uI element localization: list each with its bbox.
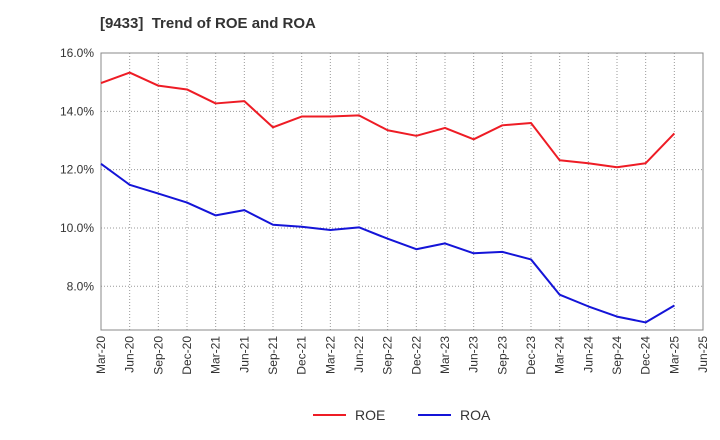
series-line-roe	[100, 71, 676, 169]
y-tick-label: 10.0%	[60, 221, 94, 235]
x-tick-label: Mar-20	[94, 336, 108, 374]
legend-label-roa: ROA	[460, 407, 491, 423]
x-tick-label: Sep-23	[495, 336, 509, 375]
grid	[101, 53, 703, 330]
legend-label-roe: ROE	[355, 407, 385, 423]
series-line-roa	[100, 162, 675, 324]
x-tick-label: Dec-20	[180, 336, 194, 375]
x-tick-label: Mar-24	[553, 336, 567, 374]
x-tick-label: Mar-25	[667, 336, 681, 374]
x-tick-label: Dec-23	[524, 336, 538, 375]
x-tick-label: Jun-23	[467, 336, 481, 373]
x-tick-label: Dec-24	[639, 336, 653, 375]
x-tick-label: Dec-22	[409, 336, 423, 375]
chart-title: [9433] Trend of ROE and ROA	[100, 15, 316, 32]
x-tick-label: Sep-21	[266, 336, 280, 375]
x-tick-label: Jun-21	[237, 336, 251, 373]
x-tick-label: Jun-24	[581, 336, 595, 373]
series-lines	[100, 71, 676, 324]
x-tick-label: Mar-21	[209, 336, 223, 374]
x-tick-label: Jun-22	[352, 336, 366, 373]
x-tick-label: Jun-20	[123, 336, 137, 373]
y-tick-label: 12.0%	[60, 163, 94, 177]
legend: ROE ROA	[313, 407, 491, 423]
x-tick-label: Jun-25	[696, 336, 710, 373]
x-tick-label: Sep-20	[151, 336, 165, 375]
x-tick-label: Sep-22	[381, 336, 395, 375]
x-tick-label: Sep-24	[610, 336, 624, 375]
y-tick-label: 14.0%	[60, 104, 94, 118]
plot-area-border	[100, 52, 704, 331]
y-tick-label: 16.0%	[60, 46, 94, 60]
y-tick-label: 8.0%	[67, 279, 95, 293]
x-tick-label: Dec-21	[295, 336, 309, 375]
x-tick-label: Mar-23	[438, 336, 452, 374]
axes: 8.0% 10.0% 12.0% 14.0% 16.0% Mar-20 Jun-20 Sep-…	[60, 46, 710, 375]
x-tick-label: Mar-22	[323, 336, 337, 374]
